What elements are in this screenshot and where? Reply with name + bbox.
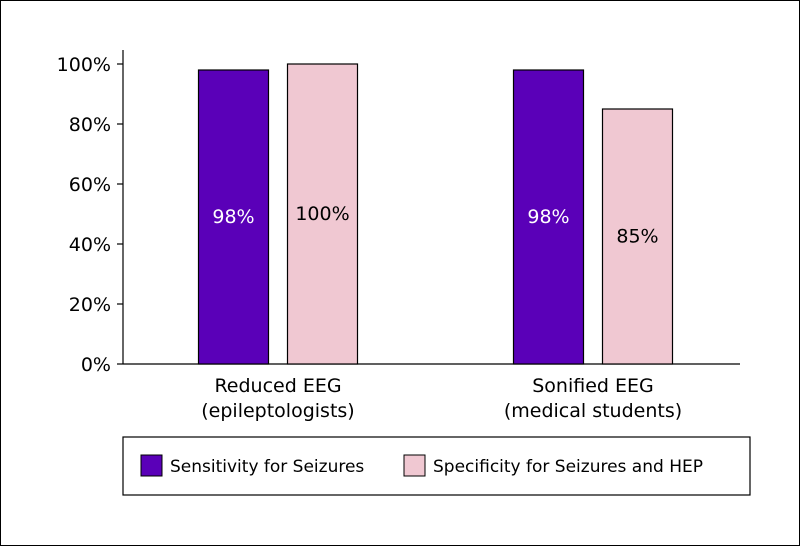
bar-value-label: 98% <box>212 206 254 228</box>
legend-label: Specificity for Seizures and HEP <box>433 457 703 477</box>
bar <box>601 108 674 365</box>
y-tick-label: 0% <box>81 354 111 376</box>
x-category-label: Sonified EEG <box>532 375 654 397</box>
bar <box>197 69 270 365</box>
y-tick-label: 40% <box>69 234 111 256</box>
legend-box <box>122 436 751 496</box>
legend-label: Sensitivity for Seizures <box>170 457 364 477</box>
bar <box>286 63 359 365</box>
y-tick-label: 20% <box>69 294 111 316</box>
bar-value-label: 100% <box>295 203 349 225</box>
legend-swatch <box>140 454 163 477</box>
y-tick-label: 60% <box>69 174 111 196</box>
bar <box>512 69 585 365</box>
bar-value-label: 98% <box>527 206 569 228</box>
bar-value-label: 85% <box>616 226 658 248</box>
y-tick-label: 80% <box>69 114 111 136</box>
x-category-label: (medical students) <box>504 400 682 422</box>
x-category-label: (epileptologists) <box>201 400 354 422</box>
legend-swatch <box>403 454 426 477</box>
x-category-label: Reduced EEG <box>214 375 341 397</box>
y-tick-label: 100% <box>57 54 111 76</box>
